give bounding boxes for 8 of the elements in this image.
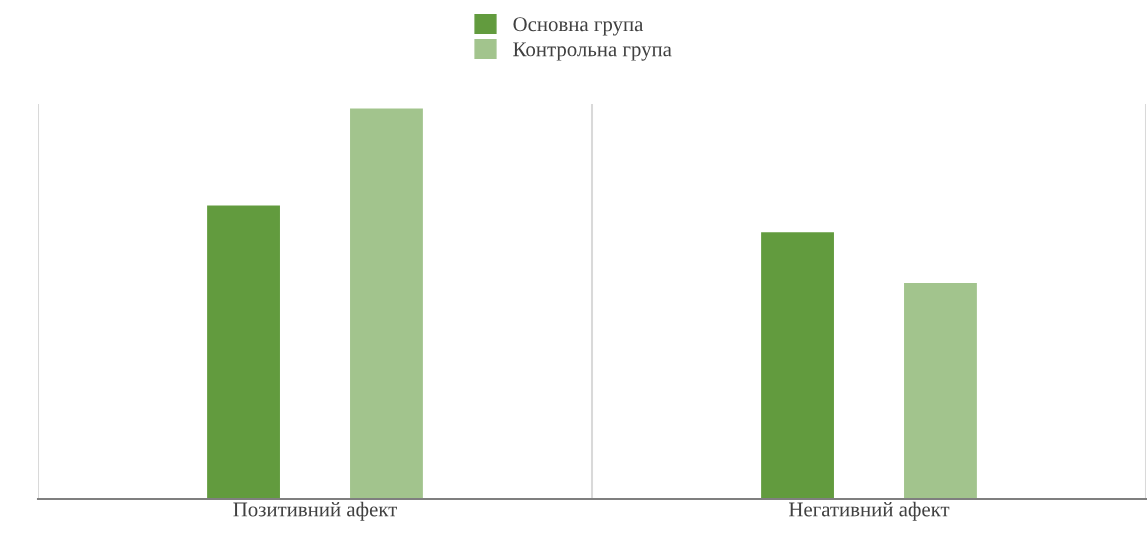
bar bbox=[902, 281, 979, 499]
bar bbox=[348, 107, 425, 499]
bar bbox=[205, 204, 282, 499]
legend-label: Контрольна група bbox=[513, 42, 672, 61]
legend-label: Основна група bbox=[513, 17, 644, 36]
x-tick-label: Негативний афект bbox=[788, 501, 950, 521]
bar bbox=[759, 230, 836, 499]
x-tick-label: Позитивний афект bbox=[233, 501, 397, 521]
